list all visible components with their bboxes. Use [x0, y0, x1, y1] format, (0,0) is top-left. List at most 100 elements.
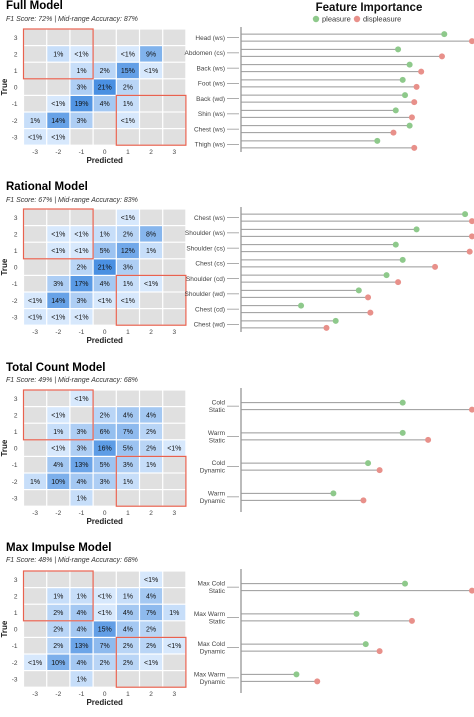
cell-label: 8% [146, 231, 156, 238]
cell [70, 226, 93, 242]
cell [93, 62, 116, 79]
pleasure-point [441, 31, 448, 38]
cell [24, 96, 47, 112]
x-tick-label: -1 [79, 510, 85, 517]
cell [24, 390, 47, 406]
feature-label-line: Chest (cd) [195, 306, 225, 313]
pleasure-point [365, 460, 372, 467]
cell [70, 96, 93, 112]
cell [116, 490, 139, 506]
cell [47, 390, 70, 406]
y-tick-label: 1 [14, 248, 18, 255]
feature-label: Chest (ws) [194, 126, 225, 133]
cell-label: 4% [76, 660, 86, 667]
feature-label-line: Shoulder (cs) [186, 245, 225, 252]
x-tick-label: 2 [149, 329, 153, 336]
cell [70, 292, 93, 308]
cell [24, 209, 47, 225]
cell-label: <1% [28, 660, 42, 667]
feature-label-line: Static [209, 407, 226, 414]
cell-label: 2% [123, 660, 133, 667]
cell [24, 621, 47, 637]
cell [70, 571, 93, 587]
cell-label: 5% [123, 446, 133, 453]
cell-label: 13% [74, 643, 88, 650]
y-tick-label: 0 [14, 446, 18, 453]
cell-label: 1% [123, 593, 133, 600]
cell [163, 604, 186, 621]
band-upper-left [22, 389, 94, 441]
cell [47, 571, 70, 587]
x-axis-title: Predicted [86, 517, 123, 526]
cell-label: 1% [169, 610, 179, 617]
pleasure-point [399, 256, 406, 263]
feature-label: Head (ws) [195, 35, 225, 42]
cell [24, 440, 47, 456]
feature-label-line: Shoulder (cd) [186, 276, 225, 283]
cell-label: 2% [100, 412, 110, 419]
band-lower-right [115, 636, 187, 688]
cell [163, 209, 186, 225]
cell [24, 457, 47, 473]
feature-label-line: Chest (cs) [195, 261, 225, 268]
cell [140, 46, 163, 62]
cell [140, 209, 163, 225]
cell-label: 2% [53, 627, 63, 634]
y-tick-label: -1 [12, 101, 18, 108]
legend-label-pleasure: pleasure [322, 15, 351, 24]
cell-label: <1% [98, 593, 112, 600]
cell-label: <1% [51, 314, 65, 321]
cell-label: <1% [74, 248, 88, 255]
panel-title: Total Count Model [6, 362, 105, 374]
cell-label: 1% [146, 462, 156, 469]
cell [70, 423, 93, 440]
cell [70, 79, 93, 95]
cell-label: 1% [53, 51, 63, 58]
cell-label: <1% [51, 248, 65, 255]
pleasure-point [413, 226, 420, 233]
y-tick-label: 1 [14, 68, 18, 75]
pleasure-point [353, 610, 360, 617]
cell [116, 588, 139, 604]
pleasure-point [399, 76, 406, 83]
cell [47, 292, 70, 308]
cell-label: 4% [123, 412, 133, 419]
cell [47, 423, 70, 440]
cell [93, 276, 116, 292]
feature-label-line: Dynamic [200, 649, 226, 656]
cell-label: 15% [98, 627, 112, 634]
pleasure-point [402, 580, 409, 587]
cell-label: 1% [76, 593, 86, 600]
cell [47, 96, 70, 112]
cell [93, 407, 116, 423]
cell [93, 490, 116, 506]
cell [116, 638, 139, 654]
cell-label: 4% [100, 101, 110, 108]
cell [116, 259, 139, 275]
cell [70, 276, 93, 292]
x-tick-label: -1 [79, 329, 85, 336]
cell [140, 79, 163, 95]
cell [163, 276, 186, 292]
feature-label-line: Max Cold [198, 581, 226, 588]
panel-subtitle: F1 Score: 49% | Mid-range Accuracy: 68% [6, 377, 138, 384]
cell [24, 46, 47, 62]
feature-label-line: Abdomen (cs) [185, 50, 225, 57]
cell [24, 62, 47, 79]
cell-label: <1% [28, 314, 42, 321]
y-tick-label: 3 [14, 215, 18, 222]
x-axis-title: Predicted [86, 698, 123, 707]
y-tick-label: -2 [12, 660, 18, 667]
cell-label: <1% [74, 51, 88, 58]
cell-label: 2% [100, 660, 110, 667]
legend-marker-pleasure [312, 15, 320, 23]
x-tick-label: 1 [126, 510, 130, 517]
cell-label: 1% [123, 101, 133, 108]
cell [93, 621, 116, 637]
displeasure-point [418, 68, 425, 75]
cell [140, 129, 163, 145]
cell [93, 292, 116, 308]
feature-label: Shoulder (ws) [185, 230, 225, 237]
x-tick-label: 1 [126, 149, 130, 156]
